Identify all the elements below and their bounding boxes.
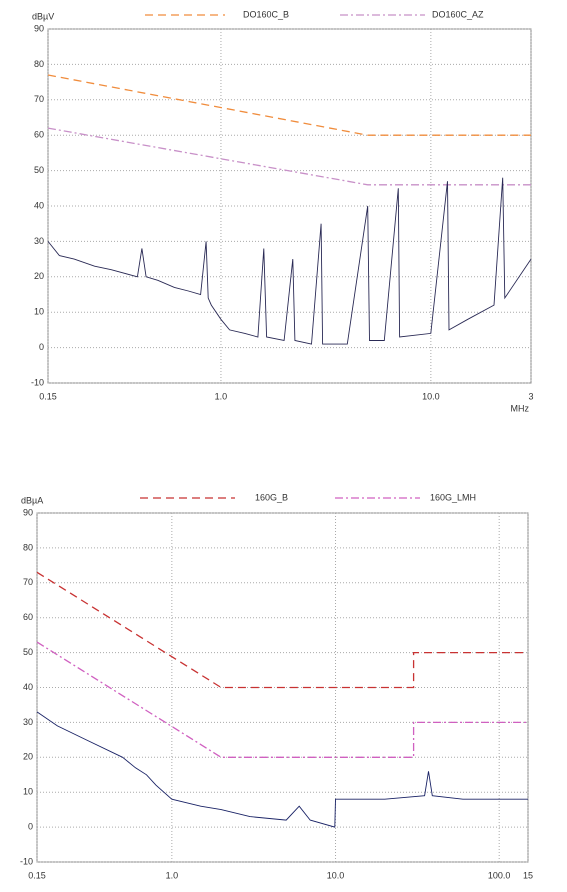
y-tick-label: 40	[34, 200, 44, 210]
y-tick-label: 30	[34, 236, 44, 246]
y-tick-label: 90	[34, 23, 44, 33]
x-tick-label: 100.0	[488, 870, 511, 880]
legend-label: DO160C_AZ	[432, 9, 484, 19]
y-tick-label: 0	[28, 821, 33, 831]
y-tick-label: 20	[34, 271, 44, 281]
y-tick-label: 10	[34, 307, 44, 317]
x-tick-label: 3	[528, 391, 533, 401]
y-tick-label: 10	[23, 787, 33, 797]
x-tick-label: 0.15	[28, 870, 46, 880]
y-tick-label: 0	[39, 342, 44, 352]
y-tick-label: 30	[23, 717, 33, 727]
y-tick-label: 50	[34, 165, 44, 175]
y-tick-label: 70	[34, 94, 44, 104]
series-line	[36, 711, 528, 828]
y-unit-label: dBµV	[32, 11, 54, 21]
y-tick-label: 60	[23, 612, 33, 622]
y-tick-label: 70	[23, 577, 33, 587]
x-unit-label: MHz	[511, 403, 530, 413]
x-tick-label: 1.0	[166, 870, 179, 880]
y-tick-label: 80	[23, 542, 33, 552]
y-tick-label: -10	[20, 856, 33, 866]
x-tick-label: 10.0	[327, 870, 345, 880]
x-tick-label: 10.0	[422, 391, 440, 401]
x-tick-label: 1.0	[215, 391, 228, 401]
y-tick-label: 50	[23, 647, 33, 657]
legend-label: DO160C_B	[243, 9, 289, 19]
y-unit-label: dBµA	[21, 495, 43, 505]
y-tick-label: 60	[34, 130, 44, 140]
legend-label: 160G_LMH	[430, 492, 476, 502]
x-tick-label: 0.15	[39, 391, 57, 401]
y-tick-label: 40	[23, 682, 33, 692]
series-line	[47, 127, 531, 186]
series-line	[47, 177, 532, 345]
series-line	[47, 74, 531, 136]
y-tick-label: 80	[34, 59, 44, 69]
y-tick-label: 20	[23, 752, 33, 762]
x-tick-label: 15	[523, 870, 533, 880]
y-tick-label: 90	[23, 507, 33, 517]
series-line	[36, 641, 528, 758]
series-line	[36, 571, 528, 689]
legend-label: 160G_B	[255, 492, 288, 502]
y-tick-label: -10	[31, 377, 44, 387]
